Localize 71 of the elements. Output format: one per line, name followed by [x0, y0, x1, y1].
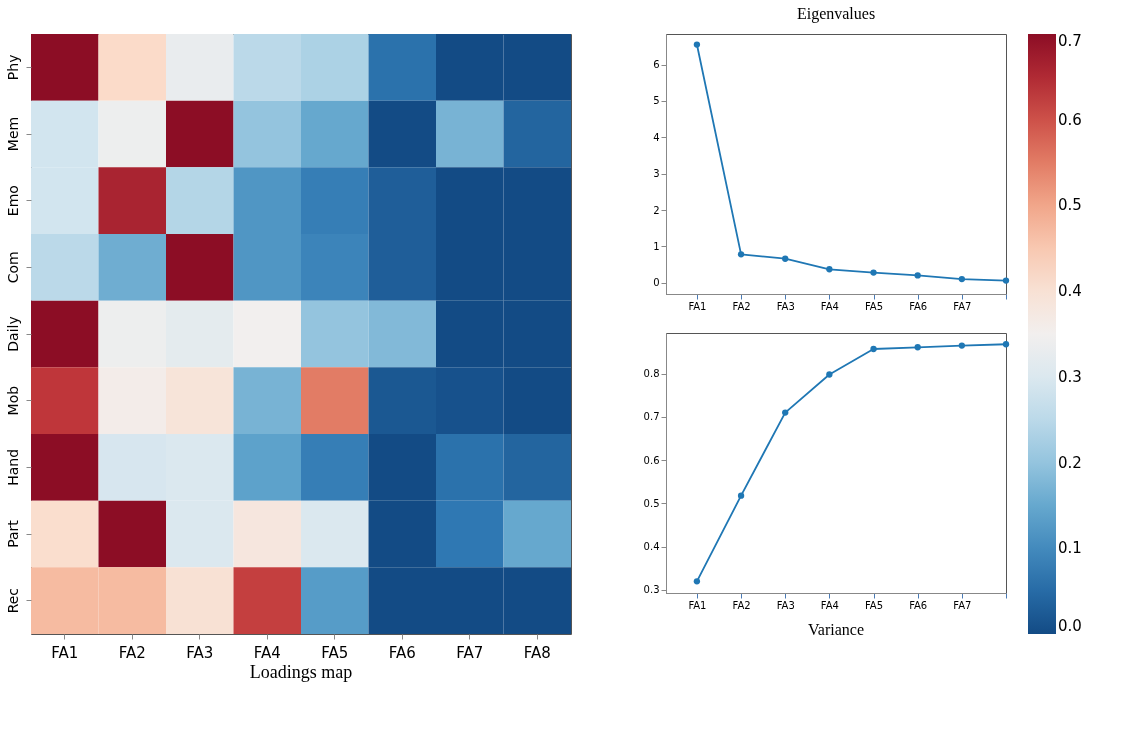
y-tick-label: 1 — [653, 240, 660, 252]
y-tick-label: 0 — [653, 277, 660, 289]
x-tick-label: FA1 — [51, 643, 79, 662]
point — [737, 492, 745, 499]
y-tick-label: Com — [4, 251, 21, 284]
x-tick-label: FA2 — [732, 599, 751, 611]
x-tick-label: FA6 — [909, 599, 928, 611]
x-tick-label: FA4 — [820, 599, 839, 611]
point — [737, 251, 745, 258]
point — [693, 41, 701, 48]
x-tick-label: FA7 — [953, 300, 972, 312]
y-tick-label: 0.3 — [643, 584, 660, 596]
point — [1002, 341, 1010, 348]
y-tick-label: Rec — [4, 587, 21, 614]
y-tick-label: 0.4 — [643, 541, 660, 553]
y-tick-label: 0.8 — [643, 368, 660, 380]
color-bar-label: 0.0 — [1058, 617, 1082, 635]
chart-title: Eigenvalues — [796, 5, 876, 23]
y-tick-label: Phy — [4, 54, 21, 81]
y-tick-label: Emo — [4, 185, 21, 217]
color-bar-label: 0.7 — [1058, 32, 1082, 50]
x-tick-label: FA2 — [118, 643, 146, 662]
x-tick-label: FA3 — [186, 643, 214, 662]
y-tick-label: 6 — [653, 59, 660, 71]
point — [870, 269, 877, 276]
x-tick-label: FA4 — [820, 300, 839, 312]
x-tick-label: FA5 — [865, 599, 884, 611]
y-tick-label: 0.7 — [643, 411, 660, 423]
x-tick-label: FA4 — [253, 643, 281, 662]
point — [870, 345, 877, 353]
y-tick-label: 5 — [653, 95, 660, 107]
y-tick-label: Daily — [4, 316, 21, 352]
y-tick-label: 0.5 — [643, 497, 660, 509]
point — [914, 272, 921, 279]
point — [693, 578, 701, 585]
x-tick-label: FA5 — [321, 643, 349, 662]
point — [958, 342, 966, 349]
color-bar-label: 0.5 — [1058, 196, 1082, 215]
color-bar-label: 0.3 — [1058, 367, 1082, 386]
x-tick-label: FA2 — [732, 300, 751, 312]
x-tick-label: FA7 — [953, 599, 972, 611]
point — [782, 409, 789, 416]
point — [826, 266, 833, 273]
point — [958, 275, 966, 283]
x-tick-label: FA8 — [523, 643, 551, 662]
x-tick-label: FA7 — [456, 643, 484, 662]
point — [914, 344, 921, 351]
text: Variance — [808, 621, 864, 638]
x-tick-label: FA3 — [776, 300, 795, 312]
x-tick-label: FA3 — [776, 599, 795, 611]
y-tick-label: 2 — [653, 204, 660, 216]
text: Loadings map — [249, 662, 353, 682]
y-tick-label: Mem — [4, 116, 21, 152]
point — [826, 371, 833, 378]
color-bar-label: 0.2 — [1058, 453, 1082, 472]
y-tick-label: 0.6 — [643, 454, 660, 466]
y-tick-label: Mob — [4, 385, 21, 416]
y-tick-label: Part — [4, 519, 21, 548]
point — [782, 255, 789, 262]
point — [1002, 277, 1010, 284]
x-tick-label: FA5 — [865, 300, 884, 312]
y-tick-label: Hand — [4, 448, 21, 486]
color-bar-label: 0.4 — [1058, 282, 1082, 301]
color-bar-label: 0.6 — [1058, 110, 1082, 129]
color-bar-label: 0.1 — [1058, 539, 1082, 558]
y-tick-label: 4 — [653, 131, 660, 143]
x-tick-label: FA1 — [688, 599, 707, 611]
x-tick-label: FA1 — [688, 300, 707, 312]
x-tick-label: FA6 — [388, 643, 416, 662]
x-tick-label: FA6 — [909, 300, 928, 312]
y-tick-label: 3 — [653, 168, 660, 180]
